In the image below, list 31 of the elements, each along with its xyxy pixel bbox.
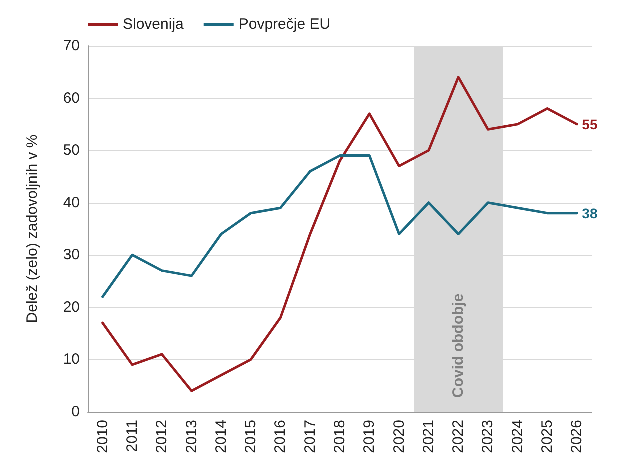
- x-tick-label: 2011: [124, 420, 141, 452]
- legend-label: Slovenija: [123, 16, 185, 33]
- x-tick-label: 2017: [302, 420, 319, 454]
- data-label: 55: [582, 116, 598, 132]
- y-tick-label: 50: [63, 142, 80, 160]
- y-axis-title: Delež (zelo) zadovoljnih v %: [24, 134, 41, 324]
- y-tick-label: 10: [63, 351, 80, 368]
- x-tick-label: 2025: [539, 420, 556, 454]
- x-tick-label: 2019: [361, 420, 378, 454]
- x-tick-label: 2023: [480, 420, 497, 454]
- y-tick-label: 40: [63, 194, 80, 212]
- data-label: 38: [582, 205, 598, 222]
- x-tick-label: 2010: [94, 420, 112, 454]
- x-tick-label: 2013: [183, 420, 200, 454]
- y-tick-label: 30: [63, 246, 80, 264]
- y-tick-label: 0: [72, 404, 80, 420]
- x-tick-label: 2012: [154, 420, 171, 454]
- y-tick-label: 60: [63, 90, 80, 107]
- legend-label: Povprečje EU: [238, 16, 331, 33]
- x-tick-label: 2026: [568, 420, 586, 454]
- x-tick-label: 2020: [390, 420, 408, 454]
- x-tick-label: 2018: [332, 420, 348, 454]
- x-tick-label: 2021: [420, 420, 438, 454]
- x-tick-label: 2014: [212, 420, 230, 454]
- x-tick-label: 2016: [272, 420, 290, 454]
- x-tick-label: 2015: [242, 420, 260, 454]
- y-tick-label: 20: [63, 298, 80, 316]
- x-tick-label: 2022: [450, 420, 468, 454]
- y-tick-label: 70: [63, 38, 80, 54]
- x-tick-label: 2024: [509, 420, 526, 454]
- band-label: Covid obdobje: [450, 294, 468, 398]
